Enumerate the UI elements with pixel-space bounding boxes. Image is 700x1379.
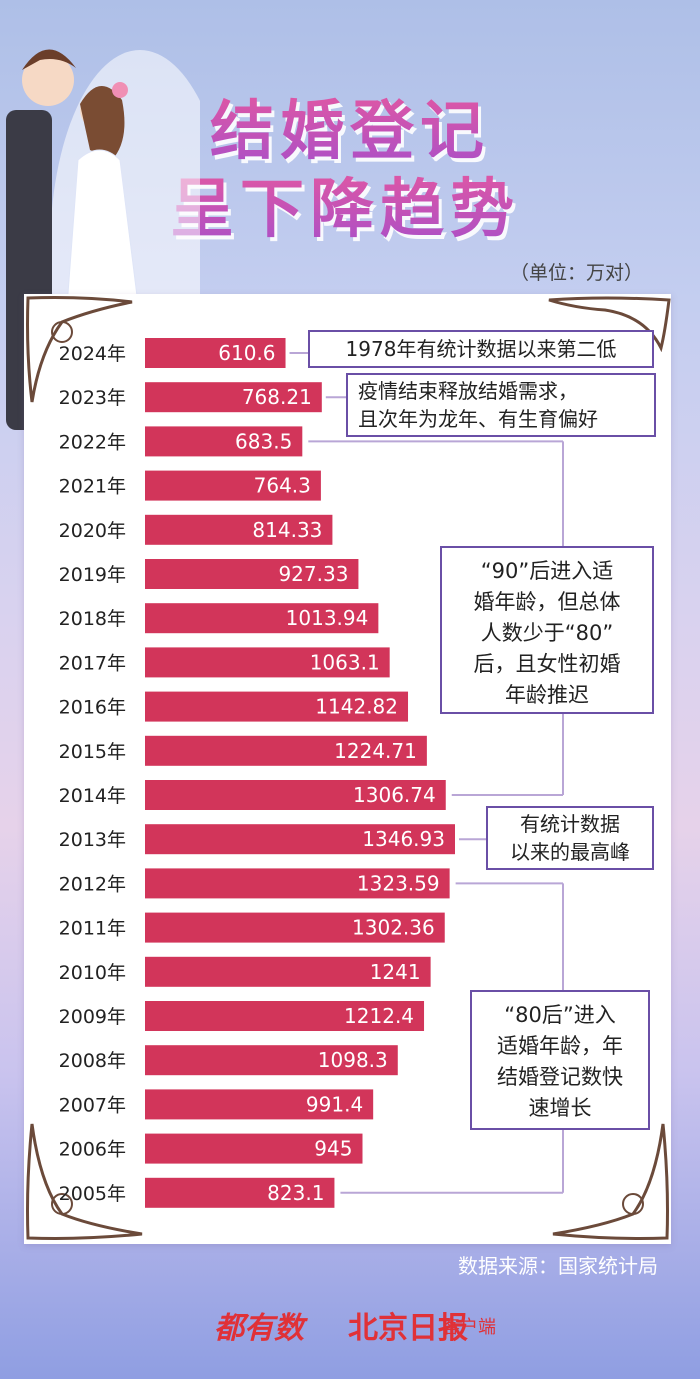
bar <box>145 1133 363 1164</box>
bar-value-label: 1063.1 <box>310 650 380 674</box>
bar-value-label: 1013.94 <box>286 606 369 630</box>
ornament-bottom-left-icon <box>26 1123 143 1240</box>
category-label: 2017年 <box>59 652 126 674</box>
annotation-post-90s: “90”后进入适 婚年龄，但总体 人数少于“80” 后，且女性初婚 年龄推迟 <box>440 546 654 714</box>
category-label: 2006年 <box>59 1139 126 1161</box>
category-label: 2018年 <box>59 608 126 630</box>
bar-value-label: 1346.93 <box>362 827 445 851</box>
bar-value-label: 1302.36 <box>352 916 435 940</box>
bar <box>145 426 303 457</box>
bar-value-label: 610.6 <box>218 341 275 365</box>
annotation-2023-reason: 疫情结束释放结婚需求， 且次年为龙年、有生育偏好 <box>346 373 656 437</box>
annotation-text-line-1: 疫情结束释放结婚需求， <box>358 379 578 403</box>
title-line-2: 呈下降趋势 <box>170 158 520 250</box>
annotation-post-80s: “80后”进入 适婚年龄，年 结婚登记数快 速增长 <box>470 990 650 1130</box>
category-label: 2021年 <box>59 476 126 498</box>
category-label: 2023年 <box>59 387 126 409</box>
bar <box>145 382 322 413</box>
bar-value-label: 1212.4 <box>344 1004 414 1028</box>
annotation-text-line-2: 婚年龄，但总体 <box>473 590 621 614</box>
category-label: 2014年 <box>59 785 126 807</box>
annotation-text: 1978年有统计数据以来第二低 <box>345 337 617 361</box>
annotation-text-line-3: 结婚登记数快 <box>497 1065 623 1089</box>
data-source: 数据来源：国家统计局 <box>458 1254 658 1278</box>
bar <box>145 338 286 368</box>
annotation-text-line-2: 且次年为龙年、有生育偏好 <box>358 407 598 431</box>
logo-duyoushu: 都有数 <box>214 1311 304 1346</box>
bar <box>145 735 427 766</box>
bar <box>145 514 333 545</box>
category-label: 2020年 <box>59 520 126 542</box>
bar-value-label: 764.3 <box>254 474 311 498</box>
bar-value-label: 683.5 <box>235 429 292 453</box>
annotation-text-line-4: 后，且女性初婚 <box>473 652 621 676</box>
bar-value-label: 1323.59 <box>357 871 440 895</box>
bar <box>145 470 321 501</box>
ornament-top-left-icon <box>26 296 133 403</box>
bar <box>145 691 409 722</box>
bar <box>145 1001 425 1031</box>
bar <box>145 603 379 634</box>
annotation-text-line-3: 人数少于“80” <box>480 621 614 645</box>
annotation-text-line-1: “90”后进入适 <box>480 559 614 583</box>
category-label: 2022年 <box>59 431 126 453</box>
title-line-1: 结婚登记 <box>210 80 490 172</box>
category-label: 2024年 <box>59 343 126 365</box>
bar <box>145 868 450 899</box>
bar-value-label: 991.4 <box>306 1092 363 1116</box>
bar-value-label: 1241 <box>370 960 421 984</box>
logo-client: 客户端 <box>442 1317 496 1338</box>
annotation-text-line-2: 以来的最高峰 <box>510 840 630 864</box>
category-label: 2011年 <box>59 918 126 940</box>
annotation-text-line-5: 年龄推迟 <box>505 683 589 707</box>
annotation-text-line-2: 适婚年龄，年 <box>497 1034 623 1058</box>
bar <box>145 912 445 943</box>
category-label: 2015年 <box>59 741 126 763</box>
category-label: 2007年 <box>59 1094 126 1116</box>
category-label: 2013年 <box>59 829 126 851</box>
bar-value-label: 768.21 <box>242 385 312 409</box>
bar-value-label: 945 <box>314 1137 352 1161</box>
category-label: 2010年 <box>59 962 126 984</box>
ornament-bottom-right-icon <box>552 1123 669 1240</box>
bar <box>145 824 455 855</box>
bar <box>145 1089 374 1120</box>
bar <box>145 559 359 589</box>
bar-value-label: 1098.3 <box>318 1048 388 1072</box>
category-label: 2019年 <box>59 564 126 586</box>
category-label: 2005年 <box>59 1183 126 1205</box>
bar <box>145 780 446 810</box>
bar <box>145 1177 335 1208</box>
category-label: 2008年 <box>59 1050 126 1072</box>
bar <box>145 647 390 678</box>
title-line-2-shadow: 呈下降趋势 <box>173 162 523 254</box>
bar <box>145 956 431 987</box>
annotation-text-line-1: “80后”进入 <box>504 1003 616 1027</box>
title-line-1-shadow: 结婚登记 <box>213 84 493 176</box>
category-label: 2009年 <box>59 1006 126 1028</box>
unit-label: （单位：万对） <box>510 262 644 284</box>
logo-beijing-daily: 北京日报 <box>348 1311 468 1346</box>
bar-value-label: 1224.71 <box>334 739 417 763</box>
bar-value-label: 814.33 <box>252 518 322 542</box>
category-label: 2012年 <box>59 873 126 895</box>
category-label: 2016年 <box>59 697 126 719</box>
bar-value-label: 1142.82 <box>315 695 398 719</box>
annotation-peak: 有统计数据 以来的最高峰 <box>486 806 654 870</box>
bar-value-label: 823.1 <box>267 1181 324 1205</box>
bar <box>145 1045 398 1076</box>
bar-value-label: 927.33 <box>278 562 348 586</box>
annotation-text-line-4: 速增长 <box>528 1096 592 1120</box>
ornament-top-right-icon <box>548 296 671 352</box>
annotation-text-line-1: 有统计数据 <box>520 812 620 836</box>
annotation-1978-second-lowest: 1978年有统计数据以来第二低 <box>308 330 654 368</box>
bar-value-label: 1306.74 <box>353 783 436 807</box>
